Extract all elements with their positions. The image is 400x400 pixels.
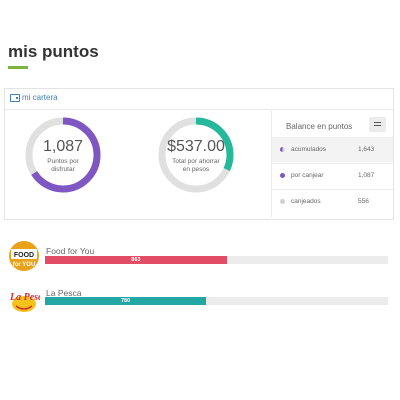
title-underline (8, 66, 28, 69)
points-value: 1,087 (42, 138, 84, 155)
balance-row-acumulados: acumulados 1,643 (272, 137, 393, 162)
menu-icon (374, 122, 381, 123)
page-title: mis puntos (8, 42, 99, 61)
balance-row-value: 1,087 (358, 172, 375, 179)
svg-text:FOOD: FOOD (14, 252, 34, 259)
savings-label: Total por ahorrar en pesos (172, 158, 220, 173)
wallet-card: mi cartera 1,087 Puntos por disfrutar $5… (4, 88, 394, 220)
partner-bar-fill: 863 (45, 256, 227, 264)
partner-name: Food for You (46, 246, 95, 256)
balance-panel: Balance en puntos acumulados 1,643 por c… (271, 111, 393, 217)
dot-icon (280, 173, 285, 178)
wallet-card-header: mi cartera (5, 89, 393, 110)
balance-row-label: canjeados (291, 198, 321, 205)
wallet-card-title: mi cartera (22, 93, 58, 102)
partner-points: 863 (131, 257, 141, 263)
partner-bar-track: 863 (45, 256, 388, 264)
svg-text:for YOU: for YOU (13, 262, 36, 268)
partner-bar-track: 780 (45, 297, 388, 305)
svg-text:La Pesca: La Pesca (9, 292, 40, 303)
partner-name: La Pesca (46, 288, 82, 298)
balance-row-value: 1,643 (358, 146, 375, 153)
food-for-you-logo-graphic: FOOD for YOU (9, 241, 39, 271)
balance-row-por-canjear: por canjear 1,087 (272, 163, 393, 188)
balance-title: Balance en puntos (286, 122, 353, 131)
balance-row-canjeados: canjeados 556 (272, 189, 393, 214)
points-donut-arc (25, 117, 101, 193)
savings-donut-arc (158, 117, 234, 193)
la-pesca-logo-graphic: La Pesca (9, 292, 48, 312)
savings-value: $537.00 (167, 138, 225, 155)
food-for-you-logo: FOOD for YOU (8, 240, 40, 272)
savings-donut-ring (158, 117, 234, 193)
wallet-icon (10, 94, 20, 102)
balance-row-label: acumulados (291, 146, 327, 153)
partner-bar-fill: 780 (45, 297, 207, 305)
savings-donut: $537.00 Total por ahorrar en pesos (157, 116, 235, 194)
menu-icon-line (374, 125, 381, 126)
points-donut-ring (25, 117, 101, 193)
la-pesca-logo: La Pesca (8, 286, 48, 314)
dot-icon (280, 199, 285, 204)
points-donut: 1,087 Puntos por disfrutar (24, 116, 102, 194)
points-label: Puntos por disfrutar (47, 158, 79, 173)
menu-button[interactable] (369, 117, 386, 132)
half-circle-icon (280, 147, 285, 152)
balance-row-value: 556 (358, 198, 369, 205)
partner-points: 780 (121, 298, 131, 304)
balance-row-label: por canjear (291, 172, 324, 179)
